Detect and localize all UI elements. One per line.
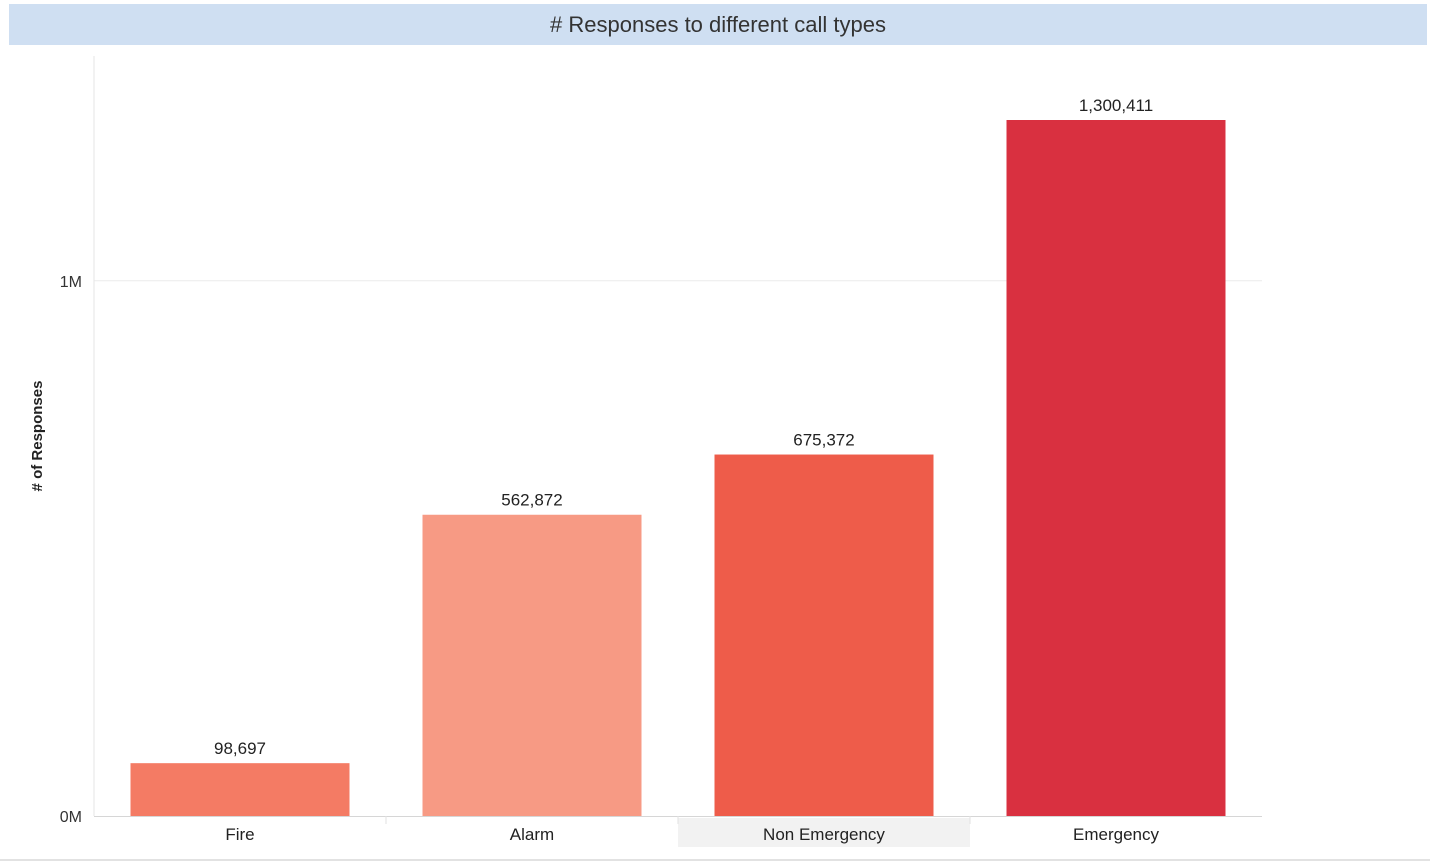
data-label: 675,372: [793, 431, 854, 450]
bar-non-emergency[interactable]: [714, 454, 934, 816]
y-tick-label: 0M: [60, 809, 82, 826]
x-category-label: Emergency: [1073, 825, 1159, 844]
data-label: 562,872: [501, 491, 562, 510]
bar-emergency[interactable]: [1006, 120, 1226, 817]
bars: [130, 120, 1226, 817]
chart-title: # Responses to different call types: [550, 11, 886, 37]
category-highlight: [678, 818, 970, 847]
x-category-label: Fire: [225, 825, 254, 844]
bottom-divider: [0, 859, 1430, 861]
labels: 0M 1M 98,697 Fire 562,872 Alarm 675,372 Non Eme…: [60, 96, 1160, 844]
y-axis-title: # of Responses: [29, 381, 46, 492]
x-category-label: Non Emergency: [763, 825, 885, 844]
chart-title-bar: # Responses to different call types: [9, 4, 1427, 45]
category-highlight-box: [678, 818, 970, 847]
axes: [93, 56, 1262, 824]
data-label: 98,697: [214, 739, 266, 758]
x-category-label: Alarm: [510, 825, 554, 844]
data-label: 1,300,411: [1079, 96, 1153, 115]
bar-alarm[interactable]: [422, 514, 642, 816]
bar-fire[interactable]: [130, 763, 350, 816]
y-tick-label: 1M: [60, 274, 82, 291]
